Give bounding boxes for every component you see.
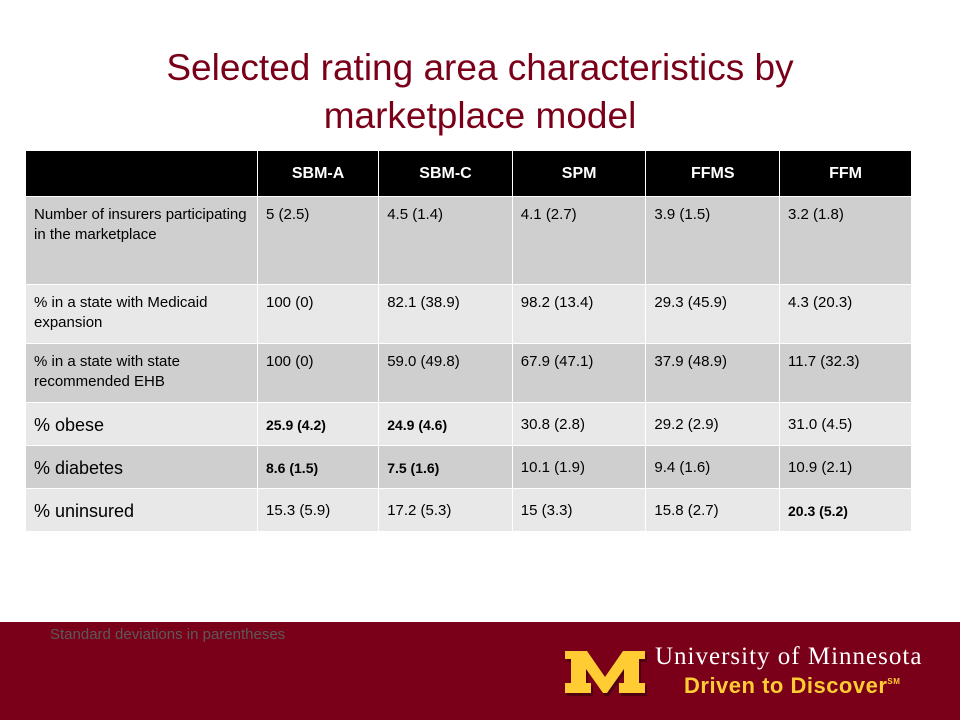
- table-cell: 25.9 (4.2): [256, 402, 380, 446]
- table-cell: 30.8 (2.8): [511, 402, 647, 446]
- table-row: % uninsured 15.3 (5.9) 17.2 (5.3) 15 (3.…: [25, 488, 912, 532]
- table-cell: 10.1 (1.9): [511, 445, 647, 489]
- table-cell: 3.9 (1.5): [645, 196, 781, 285]
- table-cell: 7.5 (1.6): [378, 445, 513, 489]
- table-row: % obese 25.9 (4.2) 24.9 (4.6) 30.8 (2.8)…: [25, 402, 912, 446]
- university-m-logo-icon: [565, 651, 647, 696]
- table-cell: 15 (3.3): [511, 488, 647, 532]
- table-cell: 10.9 (2.1): [779, 445, 912, 489]
- table-cell: 82.1 (38.9): [378, 284, 513, 344]
- row-label: % in a state with state recommended EHB: [25, 343, 258, 403]
- table-cell: 15.3 (5.9): [256, 488, 380, 532]
- row-label: % obese: [25, 402, 258, 446]
- header-cell-blank: [25, 150, 258, 197]
- table-cell: 4.3 (20.3): [779, 284, 912, 344]
- table-cell: 59.0 (49.8): [378, 343, 513, 403]
- footnote: Standard deviations in parentheses: [50, 626, 286, 643]
- table-cell: 100 (0): [256, 284, 380, 344]
- table-cell: 17.2 (5.3): [378, 488, 513, 532]
- header-cell-ffm: FFM: [779, 150, 912, 197]
- row-label: % in a state with Medicaid expansion: [25, 284, 258, 344]
- table-cell: 20.3 (5.2): [779, 488, 912, 532]
- characteristics-table: SBM-A SBM-C SPM FFMS FFM Number of insur…: [25, 150, 912, 532]
- table-cell: 100 (0): [256, 343, 380, 403]
- table-cell: 8.6 (1.5): [256, 445, 380, 489]
- row-label: % uninsured: [25, 488, 258, 532]
- table-cell: 4.1 (2.7): [511, 196, 647, 285]
- header-cell-sbm-a: SBM-A: [256, 150, 380, 197]
- table-row: Number of insurers participating in the …: [25, 196, 912, 285]
- footer-band: [0, 622, 960, 720]
- table-header-row: SBM-A SBM-C SPM FFMS FFM: [25, 150, 912, 197]
- table-cell: 31.0 (4.5): [779, 402, 912, 446]
- table-cell: 29.2 (2.9): [645, 402, 781, 446]
- table-cell: 11.7 (32.3): [779, 343, 912, 403]
- table-cell: 98.2 (13.4): [511, 284, 647, 344]
- university-name: University of Minnesota: [655, 643, 923, 670]
- table-row: % in a state with state recommended EHB …: [25, 343, 912, 403]
- table-cell: 5 (2.5): [256, 196, 380, 285]
- table-cell: 67.9 (47.1): [511, 343, 647, 403]
- service-mark: SM: [887, 677, 901, 686]
- table-cell: 24.9 (4.6): [378, 402, 513, 446]
- table-row: % in a state with Medicaid expansion 100…: [25, 284, 912, 344]
- row-label: % diabetes: [25, 445, 258, 489]
- row-label: Number of insurers participating in the …: [25, 196, 258, 285]
- table-cell: 9.4 (1.6): [645, 445, 781, 489]
- table-cell: 3.2 (1.8): [779, 196, 912, 285]
- table-row: % diabetes 8.6 (1.5) 7.5 (1.6) 10.1 (1.9…: [25, 445, 912, 489]
- tagline: Driven to DiscoverSM: [684, 673, 900, 699]
- title-line-1: Selected rating area characteristics by: [166, 47, 794, 88]
- title-line-2: marketplace model: [323, 95, 637, 136]
- header-cell-ffms: FFMS: [645, 150, 781, 197]
- tagline-text: Driven to Discover: [684, 673, 888, 698]
- table-cell: 4.5 (1.4): [378, 196, 513, 285]
- slide-title: Selected rating area characteristics by …: [60, 44, 900, 140]
- header-cell-spm: SPM: [511, 150, 647, 197]
- header-cell-sbm-c: SBM-C: [378, 150, 513, 197]
- table-cell: 29.3 (45.9): [645, 284, 781, 344]
- table-cell: 37.9 (48.9): [645, 343, 781, 403]
- table-cell: 15.8 (2.7): [645, 488, 781, 532]
